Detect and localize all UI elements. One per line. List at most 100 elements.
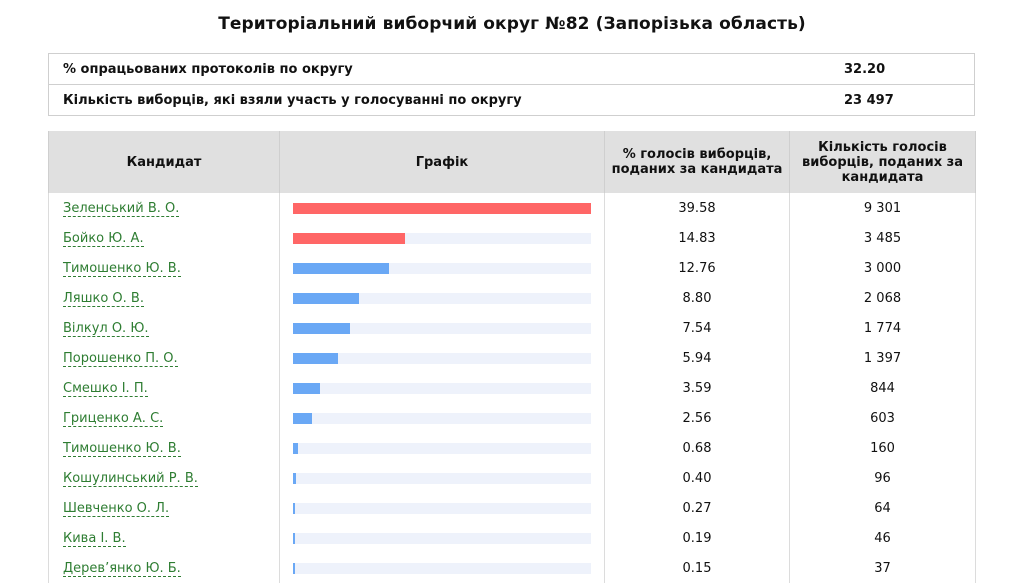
bar-track	[293, 322, 591, 334]
table-row: Смешко І. П. 3.59 844	[48, 373, 976, 403]
summary-row: Кількість виборців, які взяли участь у г…	[48, 84, 975, 116]
percent-cell: 12.76	[604, 253, 790, 283]
bar-track	[293, 262, 591, 274]
percent-cell: 7.54	[604, 313, 790, 343]
percent-cell: 0.19	[604, 523, 790, 553]
candidate-link[interactable]: Кива І. В.	[63, 530, 126, 547]
header-chart: Графік	[279, 131, 605, 193]
vote-bar	[293, 502, 296, 514]
votes-cell: 96	[789, 463, 976, 493]
table-row: Шевченко О. Л. 0.27 64	[48, 493, 976, 523]
vote-bar	[293, 292, 360, 304]
votes-cell: 3 000	[789, 253, 976, 283]
summary-row: % опрацьованих протоколів по округу 32.2…	[49, 54, 975, 85]
table-row: Дерев’янко Ю. Б. 0.15 37	[48, 553, 976, 583]
table-row: Тимошенко Ю. В. 0.68 160	[48, 433, 976, 463]
results-header-row: Кандидат Графік % голосів виборців, пода…	[48, 131, 976, 193]
vote-bar	[293, 442, 299, 454]
bar-track	[293, 442, 591, 454]
candidate-cell: Вілкул О. Ю.	[48, 313, 280, 343]
chart-cell	[279, 373, 605, 403]
chart-cell	[279, 193, 605, 223]
candidate-link[interactable]: Тимошенко Ю. В.	[63, 260, 181, 277]
candidate-link[interactable]: Бойко Ю. А.	[63, 230, 144, 247]
vote-bar	[293, 262, 390, 274]
bar-track	[293, 562, 591, 574]
chart-cell	[279, 493, 605, 523]
summary-label: % опрацьованих протоколів по округу	[63, 61, 353, 77]
chart-cell	[279, 343, 605, 373]
table-row: Гриценко А. С. 2.56 603	[48, 403, 976, 433]
candidate-cell: Гриценко А. С.	[48, 403, 280, 433]
summary-label: Кількість виборців, які взяли участь у г…	[48, 84, 844, 116]
vote-bar	[293, 382, 321, 394]
bar-track	[293, 472, 591, 484]
chart-cell	[279, 403, 605, 433]
bar-track	[293, 202, 591, 214]
candidate-cell: Смешко І. П.	[48, 373, 280, 403]
chart-cell	[279, 283, 605, 313]
header-percent: % голосів виборців, поданих за кандидата	[604, 131, 790, 193]
vote-bar	[293, 472, 296, 484]
table-row: Зеленський В. О. 39.58 9 301	[48, 193, 976, 223]
percent-cell: 8.80	[604, 283, 790, 313]
chart-cell	[279, 553, 605, 583]
candidate-link[interactable]: Смешко І. П.	[63, 380, 148, 397]
percent-cell: 39.58	[604, 193, 790, 223]
candidate-cell: Зеленський В. О.	[48, 193, 280, 223]
candidate-cell: Ляшко О. В.	[48, 283, 280, 313]
chart-cell	[279, 223, 605, 253]
votes-cell: 64	[789, 493, 976, 523]
percent-cell: 5.94	[604, 343, 790, 373]
candidate-link[interactable]: Порошенко П. О.	[63, 350, 178, 367]
chart-cell	[279, 433, 605, 463]
percent-cell: 0.40	[604, 463, 790, 493]
vote-bar	[293, 412, 313, 424]
candidate-cell: Кива І. В.	[48, 523, 280, 553]
table-row: Бойко Ю. А. 14.83 3 485	[48, 223, 976, 253]
candidate-cell: Дерев’янко Ю. Б.	[48, 553, 280, 583]
candidate-link[interactable]: Ляшко О. В.	[63, 290, 144, 307]
candidate-link[interactable]: Зеленський В. О.	[63, 200, 180, 217]
vote-bar	[293, 232, 405, 244]
vote-bar	[293, 352, 338, 364]
header-candidate: Кандидат	[48, 131, 280, 193]
summary-value: 23 497	[844, 84, 975, 116]
candidate-cell: Порошенко П. О.	[48, 343, 280, 373]
bar-track	[293, 352, 591, 364]
results-body: Зеленський В. О. 39.58 9 301 Бойко Ю. А. 14.…	[48, 193, 976, 583]
candidate-link[interactable]: Шевченко О. Л.	[63, 500, 170, 517]
table-row: Кива І. В. 0.19 46	[48, 523, 976, 553]
vote-bar	[293, 562, 295, 574]
vote-bar	[293, 202, 591, 214]
vote-bar	[293, 322, 350, 334]
chart-cell	[279, 253, 605, 283]
votes-cell: 1 397	[789, 343, 976, 373]
candidate-link[interactable]: Вілкул О. Ю.	[63, 320, 149, 337]
table-row: Порошенко П. О. 5.94 1 397	[48, 343, 976, 373]
bar-track	[293, 412, 591, 424]
candidate-link[interactable]: Тимошенко Ю. В.	[63, 440, 181, 457]
page-title: Територіальний виборчий округ №82 (Запор…	[218, 14, 806, 34]
results-table: Кандидат Графік % голосів виборців, пода…	[48, 131, 976, 583]
bar-track	[293, 232, 591, 244]
votes-cell: 844	[789, 373, 976, 403]
candidate-cell: Кошулинський Р. В.	[48, 463, 280, 493]
votes-cell: 46	[789, 523, 976, 553]
candidate-cell: Шевченко О. Л.	[48, 493, 280, 523]
candidate-link[interactable]: Дерев’янко Ю. Б.	[63, 560, 181, 577]
summary-table: % опрацьованих протоколів по округу 32.2…	[48, 53, 975, 116]
percent-cell: 0.27	[604, 493, 790, 523]
percent-cell: 14.83	[604, 223, 790, 253]
percent-cell: 0.68	[604, 433, 790, 463]
candidate-link[interactable]: Кошулинський Р. В.	[63, 470, 198, 487]
bar-track	[293, 382, 591, 394]
vote-bar	[293, 532, 295, 544]
chart-cell	[279, 523, 605, 553]
votes-cell: 160	[789, 433, 976, 463]
votes-cell: 2 068	[789, 283, 976, 313]
summary-value: 32.20	[844, 61, 886, 77]
table-row: Ляшко О. В. 8.80 2 068	[48, 283, 976, 313]
table-row: Кошулинський Р. В. 0.40 96	[48, 463, 976, 493]
candidate-link[interactable]: Гриценко А. С.	[63, 410, 164, 427]
